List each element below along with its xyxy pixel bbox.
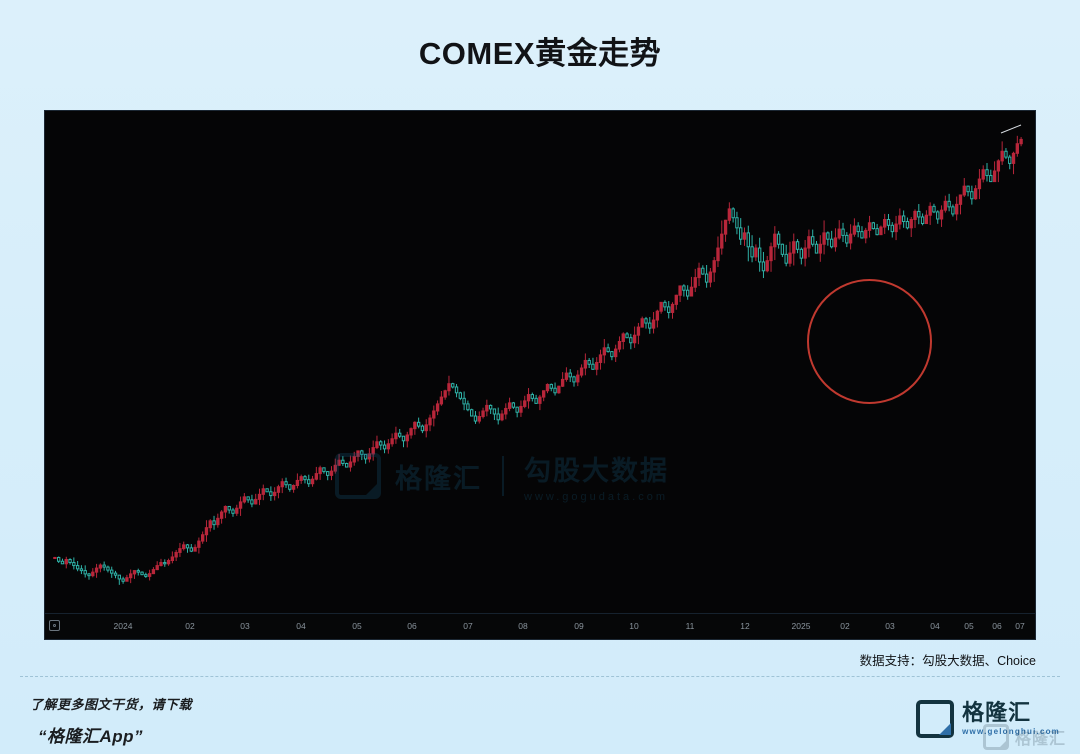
- chart-x-axis: 2024 02 03 04 05 06 07 08 09 10 11 12 2025 02 03 04 05 06…: [45, 613, 1036, 639]
- footer-divider: [20, 676, 1060, 678]
- footer-watermark-name: 格隆汇: [1014, 731, 1066, 748]
- x-axis-tick: 11: [685, 621, 695, 631]
- brand-name: 格隆汇: [962, 700, 1032, 725]
- page-title: COMEX黄金走势: [418, 35, 662, 71]
- x-axis-tick: 05: [964, 621, 974, 631]
- axis-settings-icon[interactable]: [49, 620, 60, 631]
- x-axis-tick: 07: [463, 621, 473, 631]
- x-axis-tick: 08: [518, 621, 528, 631]
- x-axis-tick: 12: [740, 621, 750, 631]
- x-axis-tick: 05: [352, 621, 362, 631]
- chart-plot-area[interactable]: 格隆汇 勾股大数据 www.gogudata.com 3715.2 1966.4: [45, 111, 1035, 616]
- x-axis-tick: 10: [629, 621, 639, 631]
- brand-url: www.gelonghui.com: [962, 727, 1060, 736]
- chart-panel[interactable]: 格隆汇 勾股大数据 www.gogudata.com 3715.2 1966.4…: [44, 110, 1036, 640]
- x-axis-tick: 09: [574, 621, 584, 631]
- brand-logo: 格隆汇 www.gelonghui.com: [916, 700, 1060, 738]
- x-axis-tick: 03: [240, 621, 250, 631]
- footer-watermark: 格隆汇: [982, 724, 1066, 750]
- x-axis-tick: 04: [930, 621, 940, 631]
- data-source-note: 数据支持：勾股大数据、Choice: [859, 654, 1036, 668]
- page-header: COMEX黄金走势: [0, 0, 1080, 100]
- x-axis-tick: 02: [185, 621, 195, 631]
- x-axis-tick: 2025: [791, 621, 811, 631]
- gelonghui-watermark-icon: [982, 724, 1009, 750]
- x-axis-tick: 03: [885, 621, 895, 631]
- x-axis-tick: 02: [840, 621, 850, 631]
- x-axis-tick: 07: [1015, 621, 1025, 631]
- x-axis-tick: 04: [296, 621, 306, 631]
- x-axis-tick: 2024: [113, 621, 133, 631]
- candlestick-series: [53, 124, 1023, 585]
- promo-line-2: “格隆汇App”: [38, 727, 144, 746]
- x-axis-tick: 08: [1035, 621, 1036, 631]
- x-axis-tick: 06: [407, 621, 417, 631]
- x-axis-tick: 06: [992, 621, 1002, 631]
- gelonghui-mark-icon: [916, 700, 955, 738]
- brand-logo-text: 格隆汇 www.gelonghui.com: [962, 700, 1060, 737]
- promo-line-1: 了解更多图文干货，请下载: [30, 697, 193, 712]
- footer-promo: 了解更多图文干货，请下载 “格隆汇App”: [30, 694, 430, 747]
